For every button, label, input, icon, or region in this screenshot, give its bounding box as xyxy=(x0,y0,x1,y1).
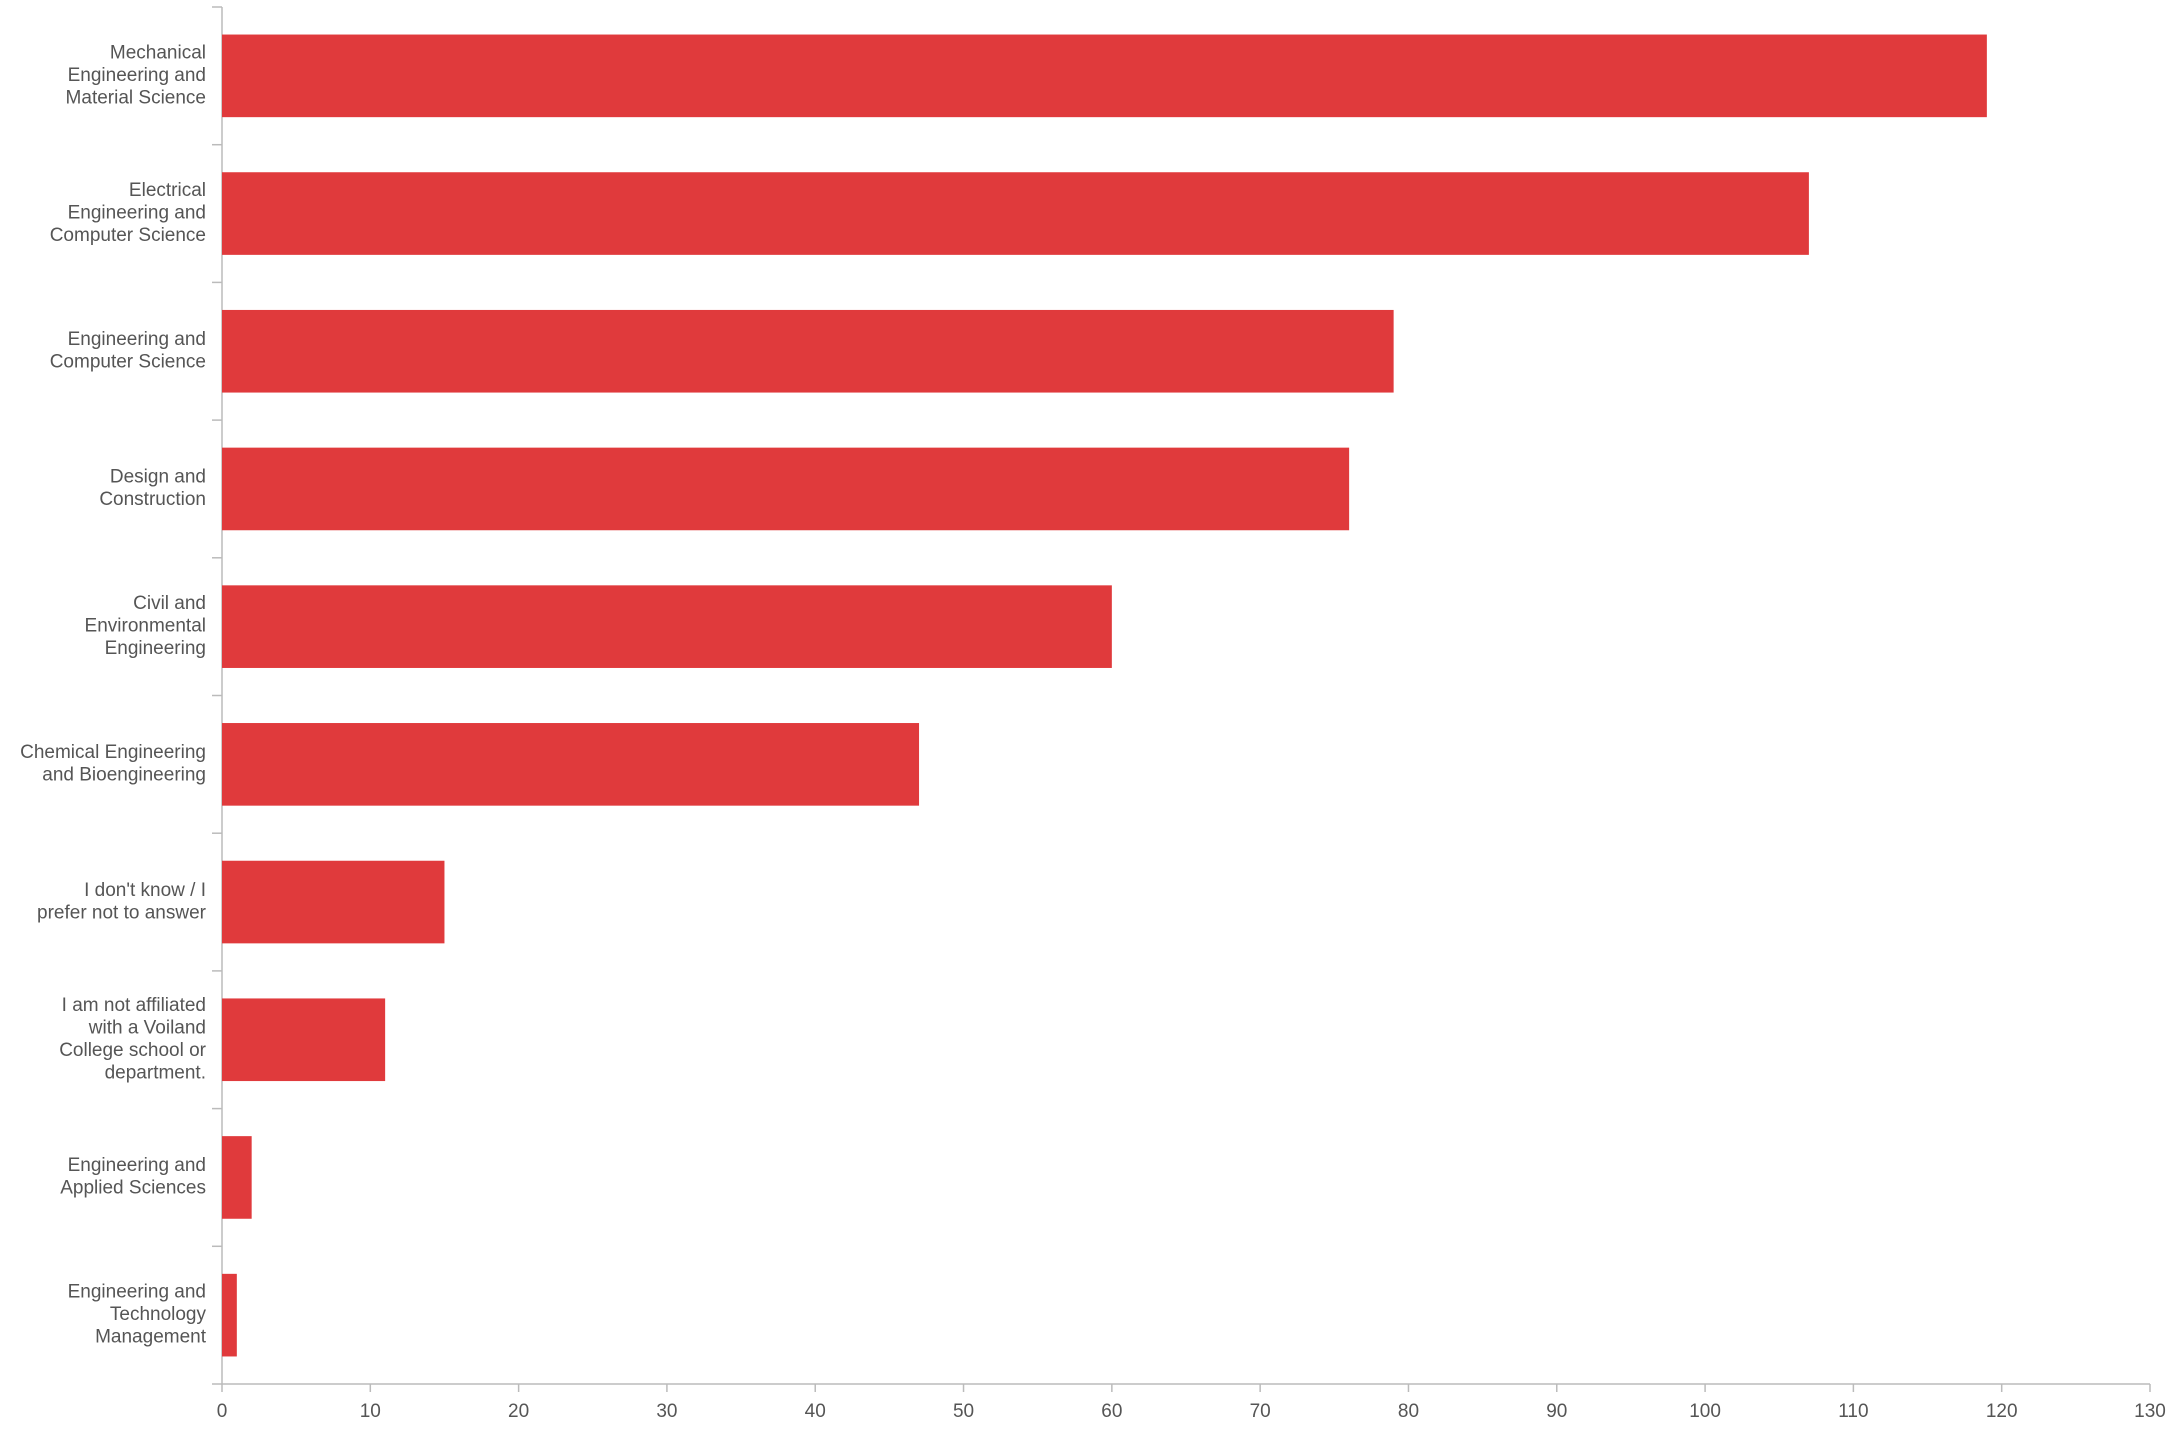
label-line: Environmental xyxy=(85,616,206,637)
y-tick-label: Mechanical Engineering and Material Scienc… xyxy=(66,42,206,108)
label-line: Mechanical xyxy=(110,42,206,63)
x-tick-label: 10 xyxy=(360,1401,381,1422)
x-tick-label: 0 xyxy=(217,1401,228,1422)
label-line: Material Science xyxy=(66,87,206,108)
y-tick-label: Design and Construction xyxy=(99,467,206,511)
x-tick-label: 130 xyxy=(2134,1401,2166,1422)
label-line: Engineering and xyxy=(68,329,206,350)
y-tick-label: Civil and Environmental Engineering xyxy=(85,593,206,659)
label-line: Electrical xyxy=(129,180,206,201)
label-line: Design and xyxy=(110,467,206,488)
label-line: department. xyxy=(105,1063,206,1084)
bar xyxy=(222,447,1350,531)
bar xyxy=(222,1273,237,1357)
label-line: Engineering xyxy=(105,638,206,659)
label-line: with a Voiland xyxy=(88,1018,206,1039)
x-tick-label: 40 xyxy=(805,1401,826,1422)
x-tick-label: 90 xyxy=(1546,1401,1567,1422)
bar xyxy=(222,172,1809,255)
bar xyxy=(222,34,1987,118)
x-tick-label: 30 xyxy=(656,1401,677,1422)
label-line: Engineering and xyxy=(68,1282,206,1303)
label-line: Chemical Engineering xyxy=(20,742,206,763)
label-line: and Bioengineering xyxy=(42,765,206,786)
bar xyxy=(222,860,445,944)
x-tick-label: 50 xyxy=(953,1401,974,1422)
bar xyxy=(222,309,1394,393)
bar xyxy=(222,723,920,806)
label-line: prefer not to answer xyxy=(37,902,207,923)
bar xyxy=(222,998,386,1082)
y-tick-label: I am not affiliated with a Voiland College… xyxy=(59,995,206,1084)
label-line: I don't know / I xyxy=(84,880,206,901)
x-tick-label: 70 xyxy=(1250,1401,1271,1422)
label-line: Applied Sciences xyxy=(60,1178,206,1199)
y-tick-label: Electrical Engineering and Computer Scienc… xyxy=(50,180,206,246)
label-line: Engineering and xyxy=(68,65,206,86)
y-tick-label: Engineering and Computer Science xyxy=(50,329,206,373)
label-line: Computer Science xyxy=(50,225,206,246)
x-tick-label: 100 xyxy=(1689,1401,1721,1422)
bar xyxy=(222,585,1112,668)
y-tick-label: Engineering and Technology Management xyxy=(68,1282,207,1348)
label-line: Engineering and xyxy=(68,203,206,224)
label-line: College school or xyxy=(59,1040,206,1061)
x-tick-label: 110 xyxy=(1838,1401,1868,1422)
bar xyxy=(222,1136,252,1219)
y-tick-label: Chemical Engineering and Bioengineering xyxy=(20,742,206,786)
label-line: Construction xyxy=(99,489,206,510)
label-line: I am not affiliated xyxy=(62,995,206,1016)
label-line: Technology xyxy=(110,1304,207,1325)
label-line: Management xyxy=(95,1327,207,1348)
label-line: Engineering and xyxy=(68,1155,206,1176)
x-tick-label: 80 xyxy=(1398,1401,1419,1422)
x-tick-label: 120 xyxy=(1986,1401,2018,1422)
label-line: Computer Science xyxy=(50,352,206,373)
x-tick-label: 60 xyxy=(1101,1401,1122,1422)
y-tick-label: Engineering and Applied Sciences xyxy=(60,1155,206,1199)
label-line: Civil and xyxy=(133,593,206,614)
x-tick-label: 20 xyxy=(508,1401,529,1422)
